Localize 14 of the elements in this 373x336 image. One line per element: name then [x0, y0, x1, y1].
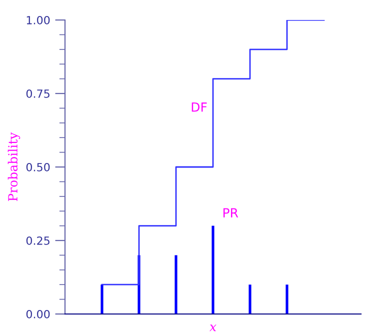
y-axis-title: Probability [8, 132, 20, 202]
y-tick-label: 0.00 [26, 310, 50, 318]
bar [174, 255, 178, 314]
y-tick-label: 1.00 [26, 16, 50, 24]
bar [100, 284, 104, 314]
series-label: DF [192, 102, 207, 112]
series-label: PR [223, 208, 238, 218]
y-tick-label: 0.50 [26, 162, 50, 172]
y-tick-label: 0.75 [26, 89, 50, 98]
x-axis-title: x [210, 324, 216, 332]
bar [248, 284, 252, 314]
bar [212, 226, 214, 314]
y-tick-label: 0.25 [26, 236, 50, 245]
bar [286, 284, 288, 314]
